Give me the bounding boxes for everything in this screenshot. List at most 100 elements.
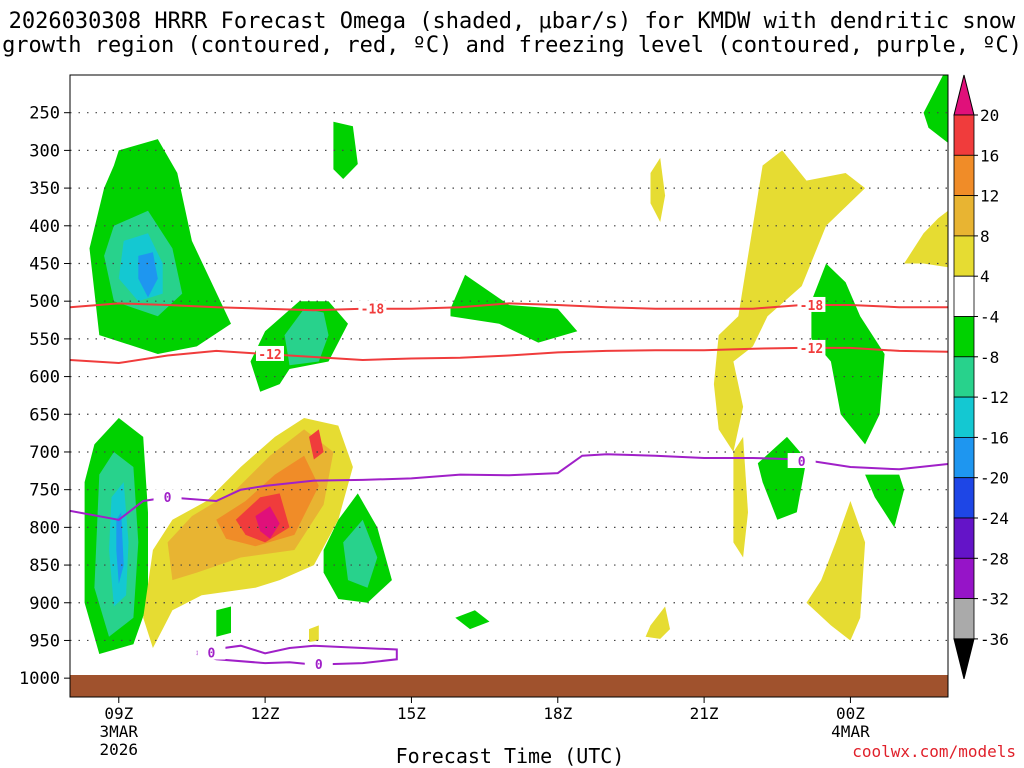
colorbar-label-12: -32: [980, 590, 1009, 609]
x-axis-label: Forecast Time (UTC): [395, 744, 625, 768]
y-tick-label-650: 650: [29, 405, 60, 425]
colorbar-label-0: 20: [980, 106, 999, 125]
x-tick-label-1: 12Z: [251, 704, 280, 723]
colorbar-label-1: 16: [980, 146, 999, 165]
colorbar-swatch-9: [953, 436, 975, 479]
omega-region-26-level-4: [309, 625, 319, 642]
x-tick-date-0: 3MAR: [100, 722, 139, 741]
x-tick-label-2: 15Z: [397, 704, 426, 723]
x-tick-label-5: 00Z: [836, 704, 865, 723]
temperature-contours: -18 -18 -12 -12 0 0 0 0: [70, 296, 948, 673]
colorbar-label-7: -12: [980, 388, 1009, 407]
y-tick-label-950: 950: [29, 631, 60, 651]
y-tick-label-350: 350: [29, 179, 60, 199]
omega-region-14-level--4: [455, 610, 490, 630]
colorbar: 20 16 12 8 4 -4 -8 -12 -16 -20 -24 -28 -32 -36: [953, 74, 1009, 680]
omega-region-24-level-20: [255, 506, 280, 539]
dgz-contour-minus18-label-bg-0: [358, 300, 387, 316]
ground-surface: [70, 675, 948, 697]
source-credit[interactable]: coolwx.com/models: [852, 742, 1016, 761]
colorbar-swatch-13: [953, 598, 975, 640]
dgz-contour-minus18-label-0: -18: [361, 303, 385, 318]
omega-shading: [84, 75, 948, 654]
colorbar-label-11: -28: [980, 549, 1009, 568]
colorbar-label-10: -24: [980, 509, 1009, 528]
freezing-level-contour-label-bg-1: [787, 453, 816, 469]
colorbar-swatch-5: [953, 275, 975, 317]
colorbar-label-8: -16: [980, 428, 1009, 447]
y-tick-label-450: 450: [29, 254, 60, 274]
omega-region-28-level-4: [650, 157, 666, 222]
colorbar-label-3: 8: [980, 227, 990, 246]
colorbar-swatch-6: [953, 316, 975, 358]
colorbar-label-9: -20: [980, 469, 1009, 488]
omega-region-18-level--4: [865, 474, 905, 528]
dgz-contour-minus12-label-1: -12: [800, 342, 823, 357]
x-tick-label-3: 18Z: [543, 704, 572, 723]
omega-region-16-level--4: [811, 263, 885, 445]
dgz-contour-minus12-label-bg-1: [797, 339, 826, 355]
freezing-level-contour-label-0: 0: [164, 491, 172, 506]
plot-frame: [69, 74, 949, 698]
freezing-level-contour-label-bg-0: [153, 489, 182, 505]
colorbar-top-arrow: [953, 74, 975, 116]
omega-region-25-level-16: [309, 429, 324, 460]
omega-region-29-level-4: [713, 150, 866, 452]
y-tick-label-750: 750: [29, 481, 60, 501]
dgz-contour-minus18-label-1: -18: [800, 299, 824, 314]
y-tick-label-900: 900: [29, 594, 60, 614]
omega-region-10-level--8: [284, 308, 329, 366]
omega-region-13-level--4: [450, 274, 578, 343]
y-tick-label-500: 500: [29, 292, 60, 312]
y-axis: 250 300 350 400 450 500 550 600 650 700 750 800 850 9…: [19, 104, 70, 689]
y-tick-label-850: 850: [29, 556, 60, 576]
omega-region-15-level--4: [216, 606, 231, 637]
x-tick-label-0: 09Z: [104, 704, 133, 723]
colorbar-label-13: -36: [980, 630, 1009, 649]
freezing-level-contour-line: [70, 453, 948, 521]
y-tick-label-550: 550: [29, 330, 60, 350]
y-tick-label-1000: 1000: [19, 669, 60, 689]
freezing-level-contour-lower-label-1: 0: [315, 658, 323, 673]
freezing-level-contour-label-1: 0: [798, 455, 806, 470]
omega-region-17-level--4: [757, 436, 807, 520]
omega-region-3-level--16: [138, 252, 158, 298]
colorbar-label-5: -4: [980, 308, 999, 327]
freezing-level-contour-lower-line: [196, 644, 398, 666]
freezing-level-contour-lower-label-bg-0: [197, 644, 226, 660]
omega-region-32-level-4: [904, 210, 948, 268]
y-tick-label-300: 300: [29, 141, 60, 161]
colorbar-swatch-7: [953, 356, 975, 398]
colorbar-label-2: 12: [980, 187, 999, 206]
colorbar-swatch-10: [953, 477, 975, 519]
omega-region-12-level--8: [343, 519, 378, 588]
x-tick-year-0: 2026: [100, 740, 139, 759]
x-tick-date-5: 4MAR: [831, 722, 870, 741]
chart-title-line-2: growth region (contoured, red, ºC) and f…: [2, 33, 1022, 58]
colorbar-label-4: 4: [980, 267, 990, 286]
colorbar-bottom-arrow: [953, 638, 975, 680]
omega-region-27-level-4: [645, 606, 670, 639]
omega-region-30-level-4: [733, 436, 748, 558]
chart-title-line-1: 2026030308 HRRR Forecast Omega (shaded, …: [8, 9, 1016, 34]
colorbar-swatch-1: [953, 114, 975, 156]
colorbar-swatch-11: [953, 517, 975, 559]
y-tick-label-400: 400: [29, 217, 60, 237]
dgz-contour-minus12-label-0: -12: [258, 348, 281, 363]
y-tick-label-250: 250: [29, 104, 60, 124]
freezing-level-contour-lower-label-bg-1: [304, 655, 333, 671]
y-tick-label-600: 600: [29, 368, 60, 388]
colorbar-label-6: -8: [980, 348, 999, 367]
colorbar-swatch-4: [953, 235, 975, 277]
colorbar-swatch-12: [953, 557, 975, 599]
colorbar-swatch-2: [953, 154, 975, 197]
omega-region-8-level--16: [116, 512, 124, 584]
omega-region-31-level-4: [806, 501, 866, 641]
colorbar-swatch-3: [953, 195, 975, 237]
freezing-level-contour-lower-label-0: 0: [208, 647, 216, 662]
dgz-contour-minus18-label-bg-1: [797, 296, 826, 312]
omega-region-4-level--4: [333, 121, 358, 179]
y-tick-label-700: 700: [29, 443, 60, 463]
